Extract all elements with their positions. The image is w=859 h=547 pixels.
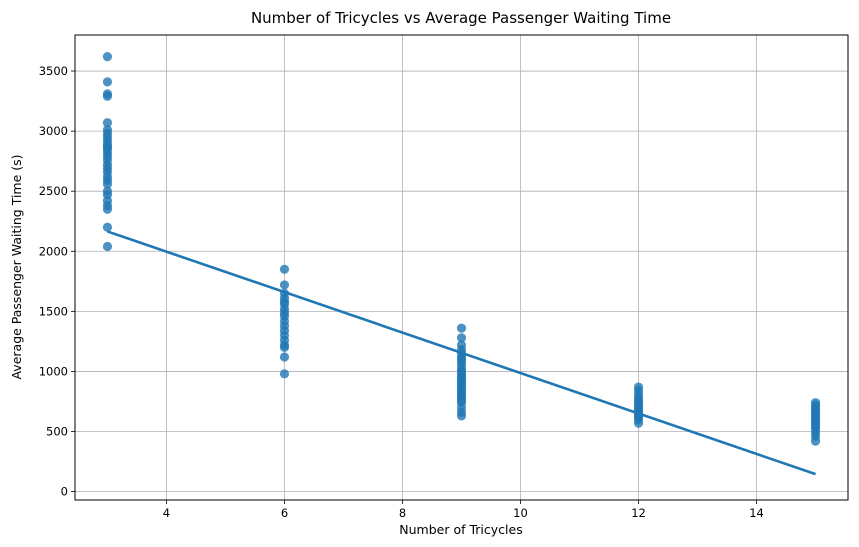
data-point: [279, 280, 290, 290]
y-tick-label: 0: [61, 485, 68, 499]
data-point: [456, 411, 467, 421]
x-tick-label: 4: [163, 506, 170, 520]
regression-line: [107, 230, 816, 476]
regression-line-group: [107, 230, 816, 476]
data-point: [279, 264, 290, 274]
data-point: [456, 333, 467, 343]
data-point: [102, 204, 113, 214]
data-point: [810, 436, 821, 446]
data-point: [279, 352, 290, 362]
data-point: [102, 179, 113, 189]
data-point: [279, 342, 290, 353]
data-point: [102, 118, 113, 128]
plot-area: [75, 35, 848, 500]
y-tick-label: 2000: [39, 244, 68, 258]
x-tick-label: 10: [513, 506, 528, 520]
y-tick-label: 1500: [39, 304, 68, 318]
y-tick-label: 1000: [39, 364, 68, 378]
y-tick-label: 3500: [39, 64, 68, 78]
scatter-points: [102, 52, 821, 446]
y-tick-label: 500: [46, 425, 68, 439]
plot-frame: [74, 34, 849, 501]
y-axis-label: Average Passenger Waiting Time (s): [9, 154, 24, 379]
chart-title: Number of Tricycles vs Average Passenger…: [251, 9, 671, 27]
data-point: [102, 77, 113, 87]
y-axis-ticks: 0 500 1000 1500 2000 2500 3000 3500: [39, 64, 75, 499]
y-tick-label: 2500: [39, 184, 68, 198]
data-point: [102, 241, 113, 252]
x-axis-label: Number of Tricycles: [399, 522, 522, 537]
gridlines: [75, 35, 848, 500]
x-axis-ticks: 4 6 8 10 12 14: [163, 500, 764, 520]
x-tick-label: 6: [281, 506, 288, 520]
x-tick-label: 12: [631, 506, 646, 520]
data-point: [102, 222, 113, 232]
x-tick-label: 8: [399, 506, 406, 520]
x-tick-label: 14: [749, 506, 764, 520]
data-point: [102, 91, 113, 101]
data-point: [102, 52, 113, 62]
y-tick-label: 3000: [39, 124, 68, 138]
data-point: [633, 418, 644, 428]
data-point: [456, 323, 467, 333]
data-point: [279, 369, 290, 379]
